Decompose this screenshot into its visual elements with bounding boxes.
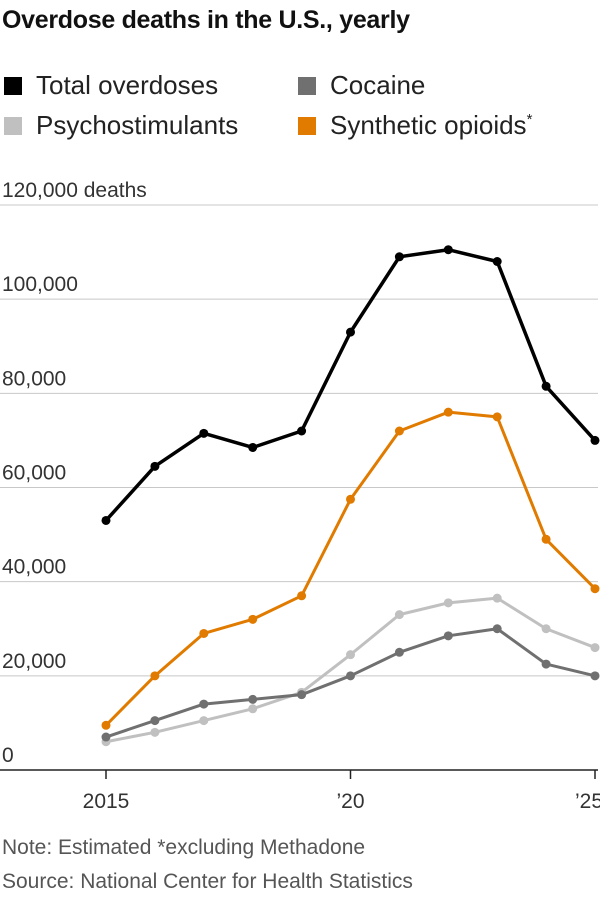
data-point-synthetic: [590, 584, 600, 594]
data-point-total: [297, 426, 307, 436]
data-point-total: [346, 327, 355, 337]
data-point-cocaine: [199, 699, 209, 709]
data-point-total: [590, 435, 600, 445]
legend-swatch-psychostimulants: [4, 116, 22, 135]
data-point-synthetic: [443, 407, 453, 417]
data-point-synthetic: [199, 628, 209, 638]
x-tick-label: 2015: [83, 790, 130, 813]
legend-label-total: Total overdoses: [36, 70, 219, 100]
y-tick-label: 80,000: [2, 367, 66, 390]
data-point-synthetic: [297, 591, 307, 601]
y-tick-label: 60,000: [2, 462, 66, 485]
data-point-synthetic: [248, 614, 258, 624]
data-point-psychostimulants: [590, 643, 600, 653]
x-tick-label: ’25: [575, 790, 600, 813]
data-point-cocaine: [346, 671, 355, 681]
data-point-psychostimulants: [248, 704, 258, 714]
legend-label-synthetic-asterisk: *: [526, 111, 533, 128]
data-point-synthetic: [492, 412, 502, 422]
legend-label-cocaine: Cocaine: [330, 70, 426, 100]
series-line-cocaine: [105, 627, 596, 739]
legend-label-synthetic-text: Synthetic opioids: [330, 110, 527, 140]
legend-swatch-total: [4, 76, 22, 95]
legend-label-synthetic: Synthetic opioids*: [330, 110, 532, 141]
data-point-synthetic: [394, 426, 404, 436]
data-point-total: [199, 428, 209, 438]
legend-item-total: Total overdoses: [4, 70, 218, 101]
data-point-total: [492, 257, 502, 266]
data-point-psychostimulants: [541, 624, 551, 634]
data-point-total: [248, 442, 258, 452]
x-tick-label: ’20: [336, 790, 364, 813]
data-point-psychostimulants: [346, 650, 355, 660]
legend-swatch-synthetic: [298, 116, 316, 135]
data-point-synthetic: [101, 720, 111, 730]
y-tick-label: 100,000: [2, 273, 78, 296]
data-point-psychostimulants: [443, 598, 453, 608]
data-point-cocaine: [590, 671, 600, 681]
y-axis-unit-label: 120,000 deaths: [2, 179, 147, 202]
y-tick-label: 0: [2, 744, 14, 767]
legend-item-cocaine: Cocaine: [298, 70, 425, 101]
data-point-total: [150, 461, 160, 471]
y-tick-label: 20,000: [2, 650, 66, 673]
data-point-psychostimulants: [150, 727, 160, 737]
data-point-cocaine: [150, 716, 160, 726]
data-point-psychostimulants: [394, 610, 404, 620]
legend-item-synthetic: Synthetic opioids*: [298, 110, 532, 141]
data-point-synthetic: [346, 494, 355, 504]
data-point-cocaine: [248, 694, 258, 704]
y-tick-label: 40,000: [2, 556, 66, 579]
data-point-cocaine: [394, 647, 404, 657]
data-point-total: [394, 252, 404, 262]
data-point-cocaine: [101, 732, 111, 742]
chart-source: Source: National Center for Health Stati…: [2, 870, 413, 893]
legend-swatch-cocaine: [298, 76, 316, 95]
data-point-cocaine: [541, 659, 551, 669]
data-point-total: [101, 515, 111, 525]
data-point-cocaine: [492, 624, 502, 634]
data-point-cocaine: [297, 690, 307, 700]
data-point-synthetic: [150, 671, 160, 681]
data-point-total: [541, 381, 551, 391]
series-line-psychostimulants: [105, 596, 596, 744]
chart-note: Note: Estimated *excluding Methadone: [2, 836, 366, 859]
data-point-synthetic: [541, 534, 551, 544]
data-point-psychostimulants: [492, 593, 502, 603]
chart-title: Overdose deaths in the U.S., yearly: [2, 6, 410, 34]
legend-label-psychostimulants: Psychostimulants: [36, 110, 239, 140]
data-point-psychostimulants: [199, 716, 209, 726]
data-point-total: [443, 245, 453, 255]
data-point-cocaine: [443, 631, 453, 641]
legend-item-psychostimulants: Psychostimulants: [4, 110, 238, 141]
